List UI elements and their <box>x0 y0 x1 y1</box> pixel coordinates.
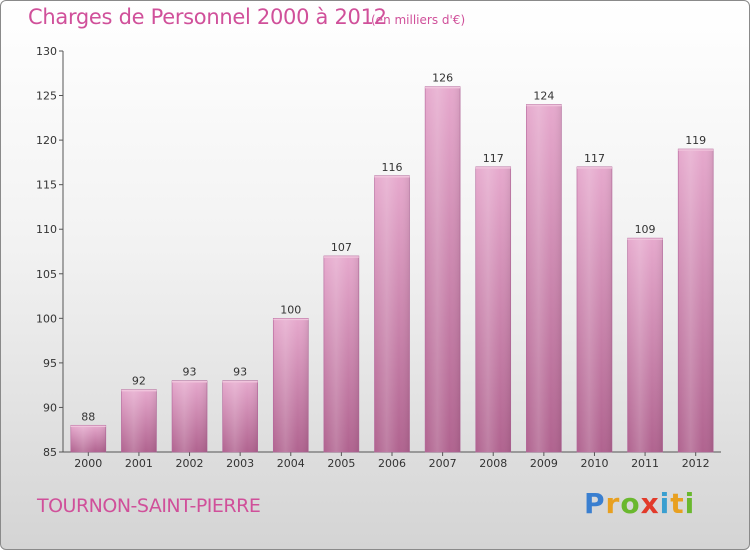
logo-letter: P <box>584 487 606 520</box>
axes: 85 90 95 100 105 110 115 120 125 130 <box>36 45 721 459</box>
x-tick-label-2009: 2009 <box>530 457 558 470</box>
bar-sheen <box>121 389 157 452</box>
bar-sheen <box>222 380 258 452</box>
bar-sheen <box>526 104 562 452</box>
x-tick-label-2001: 2001 <box>125 457 153 470</box>
y-tick-label: 100 <box>36 312 57 325</box>
bar-sheen <box>374 175 410 452</box>
data-label-2012: 119 <box>685 134 706 147</box>
y-tick-label: 130 <box>36 45 57 58</box>
x-tick-label-2010: 2010 <box>580 457 608 470</box>
x-tick-label-2012: 2012 <box>682 457 710 470</box>
commune-name: TOURNON-SAINT-PIERRE <box>37 495 261 517</box>
logo-letter: t <box>670 487 685 520</box>
logo-letter: i <box>659 487 671 520</box>
logo-letter: r <box>605 487 621 520</box>
data-label-2002: 93 <box>183 366 197 379</box>
bar-sheen <box>172 380 208 452</box>
data-label-2000: 88 <box>81 410 95 423</box>
proxiti-logo[interactable]: Proxiti <box>584 487 695 520</box>
x-tick-label-2002: 2002 <box>176 457 204 470</box>
bar-sheen <box>627 238 663 452</box>
x-tick-label-2003: 2003 <box>226 457 254 470</box>
logo-letter: x <box>640 487 660 520</box>
logo-letter: i <box>684 487 696 520</box>
x-tick-label-2011: 2011 <box>631 457 659 470</box>
bar-sheen <box>678 149 714 452</box>
data-label-2001: 92 <box>132 375 146 388</box>
bar-sheen <box>273 318 309 452</box>
y-tick-label: 110 <box>36 223 57 236</box>
labels: 88 2000 92 2001 93 2002 93 2003 100 2004 107 2005 11… <box>74 72 709 470</box>
x-tick-label-2005: 2005 <box>327 457 355 470</box>
y-tick-label: 120 <box>36 134 57 147</box>
y-tick-label: 115 <box>36 179 57 192</box>
data-label-2003: 93 <box>233 366 247 379</box>
x-tick-label-2006: 2006 <box>378 457 406 470</box>
y-tick-label: 90 <box>43 401 57 414</box>
y-tick-label: 95 <box>43 357 57 370</box>
bar-sheen <box>576 166 612 452</box>
x-tick-label-2007: 2007 <box>429 457 457 470</box>
data-label-2011: 109 <box>635 223 656 236</box>
bar-sheen <box>323 255 359 452</box>
data-label-2006: 116 <box>382 161 403 174</box>
y-tick-label: 105 <box>36 268 57 281</box>
x-tick-label-2004: 2004 <box>277 457 305 470</box>
data-label-2010: 117 <box>584 152 605 165</box>
bar-sheen <box>425 86 461 453</box>
x-tick-label-2008: 2008 <box>479 457 507 470</box>
data-label-2008: 117 <box>483 152 504 165</box>
chart-title: Charges de Personnel 2000 à 2012 <box>28 5 387 29</box>
y-tick-label: 125 <box>36 90 57 103</box>
chart-subtitle: (en milliers d'€) <box>371 13 466 27</box>
bar-sheen <box>475 166 511 452</box>
data-label-2005: 107 <box>331 241 352 254</box>
data-label-2007: 126 <box>432 72 453 85</box>
x-tick-label-2000: 2000 <box>74 457 102 470</box>
data-label-2009: 124 <box>533 89 554 102</box>
bar-sheen <box>70 425 106 452</box>
logo-letter: o <box>620 487 641 520</box>
data-label-2004: 100 <box>280 303 301 316</box>
y-tick-label: 85 <box>43 446 57 459</box>
bars <box>70 86 714 453</box>
